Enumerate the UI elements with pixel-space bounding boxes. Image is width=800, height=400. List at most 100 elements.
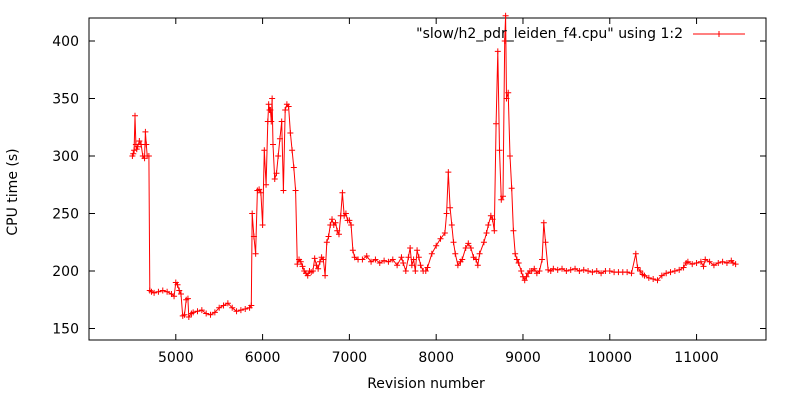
data-point xyxy=(159,287,166,294)
data-point xyxy=(491,227,498,234)
data-point xyxy=(136,138,143,145)
data-point xyxy=(339,189,346,196)
data-point xyxy=(732,261,739,268)
data-point xyxy=(410,256,417,263)
data-point xyxy=(145,153,152,159)
data-point xyxy=(414,247,421,254)
data-point xyxy=(259,222,266,228)
data-point xyxy=(424,264,431,271)
data-point xyxy=(304,272,311,279)
legend-marker-plus xyxy=(716,31,722,37)
data-point xyxy=(476,250,483,257)
data-point xyxy=(349,247,356,254)
data-point xyxy=(510,227,517,234)
data-point xyxy=(233,308,240,315)
data-point xyxy=(348,222,355,228)
data-point xyxy=(190,309,197,316)
data-point xyxy=(185,314,192,320)
data-point xyxy=(719,258,726,265)
data-point xyxy=(132,112,139,119)
data-point xyxy=(164,288,171,295)
data-point xyxy=(585,268,592,274)
data-point xyxy=(487,212,494,219)
data-point xyxy=(445,169,452,176)
data-point xyxy=(417,262,424,269)
data-point xyxy=(320,256,327,263)
data-point xyxy=(454,262,461,269)
data-point xyxy=(376,259,383,266)
data-point xyxy=(275,153,282,159)
data-point xyxy=(151,289,158,296)
data-point xyxy=(325,233,332,240)
data-point xyxy=(316,258,323,265)
data-point xyxy=(261,147,268,154)
data-point xyxy=(554,266,561,273)
data-point xyxy=(542,239,549,246)
y-axis-label: CPU time (s) xyxy=(5,148,21,235)
data-point xyxy=(203,310,210,317)
data-point xyxy=(563,268,570,274)
data-point xyxy=(257,189,264,196)
data-point xyxy=(489,216,496,223)
data-point xyxy=(624,269,631,276)
data-point xyxy=(540,219,547,226)
data-point xyxy=(671,268,678,274)
data-point xyxy=(447,204,454,211)
data-point xyxy=(250,233,257,240)
data-point xyxy=(315,265,322,272)
data-point xyxy=(229,304,236,311)
data-point xyxy=(498,196,505,203)
x-tick-label: 6000 xyxy=(245,350,281,366)
data-point xyxy=(372,256,379,263)
data-point xyxy=(249,210,256,217)
data-point xyxy=(268,118,275,125)
data-point xyxy=(667,269,674,276)
data-point xyxy=(521,277,528,284)
data-point xyxy=(483,230,490,237)
data-point xyxy=(297,258,304,265)
data-point xyxy=(269,95,276,102)
data-point xyxy=(700,263,707,270)
data-point xyxy=(398,254,405,261)
data-point xyxy=(536,268,543,274)
data-point xyxy=(473,256,480,263)
data-point xyxy=(676,266,683,273)
data-point xyxy=(400,259,407,266)
x-tick-label: 10000 xyxy=(587,350,632,366)
data-point xyxy=(654,277,661,284)
data-point xyxy=(273,170,280,177)
data-point xyxy=(174,281,181,288)
data-point xyxy=(211,309,218,316)
data-point xyxy=(290,164,297,171)
data-point xyxy=(485,222,492,228)
data-point xyxy=(394,262,401,269)
data-point xyxy=(572,265,579,272)
data-point xyxy=(506,153,513,159)
data-point xyxy=(452,250,459,257)
data-point xyxy=(252,250,259,257)
data-point xyxy=(689,261,696,268)
data-point xyxy=(285,103,292,110)
data-point xyxy=(474,262,481,269)
data-point xyxy=(459,256,466,263)
data-point xyxy=(408,262,415,269)
x-tick-label: 8000 xyxy=(418,350,454,366)
y-tick-label: 300 xyxy=(52,149,79,165)
x-axis-label: Revision number xyxy=(367,376,485,392)
data-point xyxy=(641,272,648,279)
data-point xyxy=(134,143,141,150)
data-point xyxy=(422,268,429,274)
x-tick-label: 9000 xyxy=(505,350,541,366)
x-tick-label: 5000 xyxy=(158,350,194,366)
data-point xyxy=(634,264,641,271)
data-point xyxy=(224,300,231,307)
data-point xyxy=(518,268,525,274)
data-point xyxy=(131,147,138,154)
plot-frame xyxy=(88,17,767,341)
data-point xyxy=(539,256,546,263)
data-point xyxy=(178,291,185,297)
data-point xyxy=(589,269,596,276)
data-point xyxy=(480,239,487,246)
y-tick-label: 400 xyxy=(52,34,79,50)
data-point xyxy=(433,242,440,249)
